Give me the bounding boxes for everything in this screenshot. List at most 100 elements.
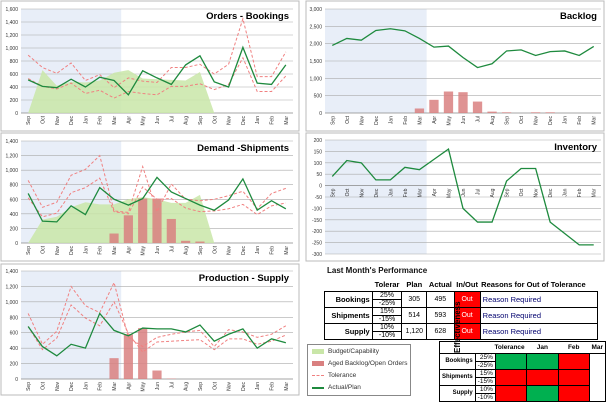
x-tick-label: Nov xyxy=(534,188,540,197)
aged-backlog-bar xyxy=(152,198,162,243)
legend-label: Actual/Plan xyxy=(328,384,361,391)
effectiveness-row: Bookings 25% xyxy=(439,353,606,370)
x-tick-label: May xyxy=(446,188,452,198)
aged-backlog-bar xyxy=(429,99,439,113)
x-tick-label: Feb xyxy=(403,116,409,125)
aged-backlog-bar xyxy=(530,112,541,113)
tolerance-upper: 15% xyxy=(371,307,403,316)
aged-backlog-bar xyxy=(166,218,176,243)
x-tick-label: Sep xyxy=(26,116,32,125)
y-tick-label: 400 xyxy=(10,85,19,91)
legend-tolerance: Tolerance xyxy=(312,370,410,381)
x-tick-label: Oct xyxy=(345,188,351,196)
legend-label: Budget/Capability xyxy=(328,348,379,355)
y-tick-label: 1,000 xyxy=(5,300,18,306)
tolerance-lower-line xyxy=(27,56,287,99)
x-tick-label: Oct xyxy=(40,115,46,123)
tolerance-upper: 10% xyxy=(371,323,403,332)
x-tick-label: Nov xyxy=(55,246,61,255)
x-tick-label: Nov xyxy=(534,116,540,125)
status-badge: Out xyxy=(453,323,481,340)
y-tick-label: 1,400 xyxy=(5,269,18,275)
chart-title: Orders - Bookings xyxy=(206,11,289,22)
y-tick-label: 0 xyxy=(319,184,322,190)
x-tick-label: Mar xyxy=(284,116,290,125)
performance-row: Supply 10% 1,120 628 Out Reason Required xyxy=(324,323,599,340)
y-tick-label: 600 xyxy=(10,72,19,78)
chart-legend: Budget/Capability Aged Backlog/Open Orde… xyxy=(307,344,411,396)
x-tick-label: Mar xyxy=(592,188,598,197)
x-tick-label: Dec xyxy=(241,246,247,255)
tolerance-upper-line xyxy=(27,16,287,89)
x-tick-label: Jan xyxy=(255,382,261,390)
y-tick-label: 2,500 xyxy=(309,24,322,30)
x-tick-label: Feb xyxy=(577,188,583,197)
y-tick-label: -300 xyxy=(312,252,322,258)
x-tick-label: Nov xyxy=(359,188,365,197)
tolerance-upper: 25% xyxy=(474,353,496,362)
x-tick-label: Feb xyxy=(270,246,276,255)
eff-header-jan: Jan xyxy=(526,341,559,354)
chart-title: Backlog xyxy=(560,11,597,22)
aged-backlog-bar xyxy=(152,370,162,379)
x-tick-label: Dec xyxy=(69,116,75,125)
y-tick-label: 2,000 xyxy=(309,42,322,48)
x-tick-label: Dec xyxy=(241,382,247,391)
x-tick-label: Oct xyxy=(212,115,218,123)
performance-row: Bookings 25% 305 495 Out Reason Required xyxy=(324,291,599,308)
aged-backlog-swatch xyxy=(312,361,324,366)
x-tick-label: Feb xyxy=(98,246,104,255)
y-tick-label: -150 xyxy=(312,218,322,224)
x-tick-label: Nov xyxy=(227,382,233,391)
x-tick-label: Sep xyxy=(330,188,336,197)
x-tick-label: Sep xyxy=(26,246,32,255)
tolerance-lower: -10% xyxy=(371,331,403,340)
aged-backlog-bar xyxy=(195,241,205,243)
x-tick-label: Oct xyxy=(40,381,46,389)
effectiveness-row: Supply 10% xyxy=(439,385,606,402)
y-tick-label: 1,500 xyxy=(309,59,322,65)
x-tick-label: Feb xyxy=(98,382,104,391)
aged-backlog-bar xyxy=(443,91,454,113)
x-tick-label: Jun xyxy=(155,116,161,124)
x-tick-label: Feb xyxy=(403,188,409,197)
y-tick-label: 500 xyxy=(314,94,323,100)
x-tick-label: Apr xyxy=(126,246,132,254)
chart-inventory: -300 -250 -200 -150 -100 -50 0 50 100 150 200 Sep Oc… xyxy=(305,132,605,262)
eff-header-feb: Feb xyxy=(558,341,590,354)
aged-backlog-bar xyxy=(487,111,497,113)
x-tick-label: Mar xyxy=(112,116,118,125)
x-tick-label: Sep xyxy=(198,116,204,125)
x-tick-label: Dec xyxy=(548,188,554,197)
x-tick-label: Mar xyxy=(417,116,423,125)
effectiveness-label: Effectiveness xyxy=(440,301,476,354)
x-tick-label: Oct xyxy=(519,115,525,123)
y-tick-label: 1,000 xyxy=(309,76,322,82)
y-tick-label: 800 xyxy=(10,315,19,321)
effectiveness-table: Effectiveness Tolerance Jan Feb Mar Book… xyxy=(439,301,606,402)
actual-line xyxy=(27,176,287,223)
y-tick-label: 800 xyxy=(10,59,19,65)
x-tick-label: Feb xyxy=(98,116,104,125)
y-tick-label: 1,200 xyxy=(5,154,18,160)
reason-cell[interactable]: Reason Required xyxy=(479,307,599,324)
y-tick-label: 1,400 xyxy=(5,20,18,26)
x-tick-label: Dec xyxy=(374,116,380,125)
x-tick-label: Oct xyxy=(519,188,525,196)
reason-cell[interactable]: Reason Required xyxy=(479,291,599,308)
reason-cell[interactable]: Reason Required xyxy=(479,323,599,340)
x-tick-label: Oct xyxy=(212,381,218,389)
tolerance-upper-line xyxy=(27,154,287,213)
x-tick-label: Sep xyxy=(505,116,511,125)
tolerance-upper: 25% xyxy=(371,291,403,300)
x-tick-label: Dec xyxy=(374,188,380,197)
aged-backlog-bar xyxy=(123,215,133,243)
x-tick-label: Mar xyxy=(284,382,290,391)
row-label: Supply xyxy=(324,323,373,340)
x-tick-label: Mar xyxy=(284,246,290,255)
x-tick-label: Aug xyxy=(184,116,190,125)
plan-value: 1,120 xyxy=(401,323,428,340)
status-badge: Out xyxy=(453,307,481,324)
aged-backlog-bar xyxy=(414,108,425,113)
aged-backlog-bar xyxy=(138,328,148,379)
